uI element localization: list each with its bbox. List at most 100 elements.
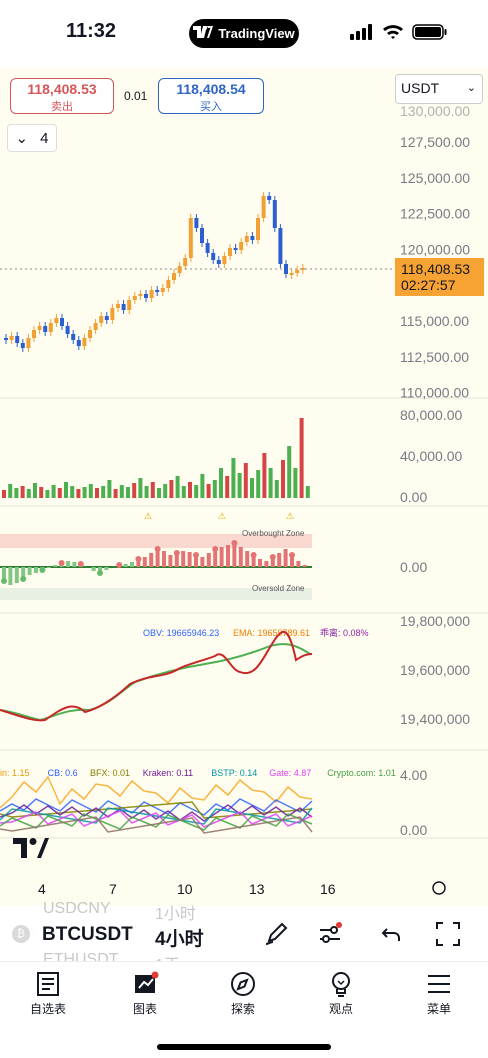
drawing-tool-button[interactable] [260, 918, 292, 950]
volume-bar [113, 489, 118, 498]
undo-button[interactable] [376, 918, 408, 950]
tradingview-watermark-icon[interactable] [13, 838, 49, 863]
oscillator-bar [46, 567, 51, 568]
ghost-interval: 1小时 [155, 906, 196, 923]
oscillator-bar [53, 565, 58, 567]
ema-legend: EMA: 19659789.61 [233, 628, 310, 638]
price-axis-label: 110,000.00 [400, 385, 469, 401]
fullscreen-button[interactable] [432, 918, 464, 950]
warning-icon: ⚠ [218, 511, 226, 521]
oscillator-bar [232, 543, 237, 567]
tab-explore[interactable]: 探索 [203, 970, 283, 1017]
volume-axis-label: 80,000.00 [400, 407, 462, 423]
symbol-toolbar: USDCNY 1小时 ETHUSDT 1天 ₿ BTCUSDT 4小时 [0, 900, 488, 974]
oscillator-bar [149, 553, 154, 567]
currency-select[interactable]: USDT ⌄ [395, 74, 483, 104]
volume-bar [39, 487, 44, 498]
candle-body [54, 318, 59, 323]
oscillator-bar [238, 547, 243, 567]
volume-bar [57, 488, 62, 498]
oscillator-dot [231, 540, 238, 546]
volume-bar [200, 474, 205, 498]
volume-bar [231, 458, 236, 498]
volume-bar [293, 468, 298, 498]
tab-chart[interactable]: 图表 [105, 970, 185, 1017]
chart-settings-icon [432, 881, 446, 895]
volume-bar [299, 418, 304, 498]
interval-picker[interactable]: 4小时 [155, 929, 204, 950]
candle-body [65, 326, 70, 334]
volume-bar [82, 487, 87, 498]
oscillator-bar [72, 562, 77, 567]
spread-value: 0.01 [124, 89, 148, 103]
oscillator-bar [155, 549, 160, 567]
candle-body [93, 323, 98, 330]
candle-body [116, 304, 120, 308]
menu-icon [428, 975, 450, 993]
sell-button[interactable]: 118,408.53 卖出 [10, 78, 114, 114]
candle-body [9, 336, 14, 340]
volume-bar [163, 484, 168, 498]
price-axis-label: 120,000.00 [400, 241, 470, 257]
oscillator-bar [200, 557, 205, 567]
oscillator-bar [168, 555, 173, 567]
volume-bar [194, 485, 199, 498]
volume-bar [14, 488, 19, 498]
oscillator-dot [289, 552, 295, 558]
buy-button[interactable]: 118,408.54 买入 [158, 78, 264, 114]
chart-area[interactable]: 130,000.00 127,500.00 125,000.00 122,500.00… [0, 68, 488, 906]
price-axis-label: 127,500.00 [400, 134, 470, 150]
price-axis-label: 130,000.00 [400, 103, 470, 119]
exchange-axis-label: 4.00 [400, 767, 427, 783]
oscillator-bar [290, 555, 294, 567]
candle-body [250, 236, 255, 240]
oscillator-bar [258, 559, 262, 567]
tab-ideas[interactable]: 观点 [301, 970, 381, 1017]
volume-bar [274, 480, 279, 498]
oscillator-bar [2, 567, 6, 581]
indicator-collapse-button[interactable]: ⌄ 4 [7, 124, 57, 152]
tab-label: 观点 [328, 1002, 353, 1016]
obv-legend: OBV: 19665946.23 [143, 628, 219, 638]
oscillator-bar [264, 561, 269, 567]
volume-bar [206, 484, 211, 498]
volume-bar [243, 463, 248, 498]
chart-canvas[interactable]: 130,000.00 127,500.00 125,000.00 122,500.00… [0, 68, 488, 906]
candle-body [127, 300, 132, 310]
candle-body [228, 248, 232, 256]
tab-label: 菜单 [426, 1002, 451, 1016]
price-axis-label: 122,500.00 [400, 206, 470, 222]
oscillator-dot [269, 554, 276, 560]
oscillator-bar [162, 551, 166, 567]
tab-watchlist[interactable]: 自选表 [8, 970, 88, 1017]
ghost-symbol: USDCNY [43, 900, 111, 917]
candle-body [32, 330, 36, 338]
volume-bar [20, 486, 25, 498]
time-axis-label: 7 [109, 881, 117, 897]
candle-body [99, 316, 104, 323]
volume-bar [212, 480, 217, 498]
time-axis-label: 13 [249, 881, 265, 897]
time-axis-label: 4 [38, 881, 46, 897]
volume-bar [8, 484, 13, 498]
oscillator-bar [8, 567, 13, 585]
indicator-settings-button[interactable] [314, 918, 346, 950]
volume-bar [64, 482, 68, 498]
price-axis-label: 115,000.00 [400, 313, 469, 329]
candle-body [71, 334, 76, 340]
volume-axis-label: 40,000.00 [400, 448, 462, 464]
volume-bar [2, 490, 6, 498]
oversold-label: Oversold Zone [252, 584, 305, 593]
oscillator-dot [1, 578, 7, 584]
volume-bar [250, 478, 254, 498]
oscillator-dot [116, 562, 123, 568]
candle-body [284, 264, 288, 274]
volume-bar [281, 460, 285, 498]
oscillator-bar [245, 551, 250, 567]
volume-bar [33, 483, 37, 498]
candle-body [82, 338, 87, 346]
symbol-picker[interactable]: BTCUSDT [42, 924, 133, 945]
oscillator-dot [135, 556, 142, 562]
tradingview-logo-icon [193, 24, 214, 41]
tab-menu[interactable]: 菜单 [399, 970, 479, 1017]
